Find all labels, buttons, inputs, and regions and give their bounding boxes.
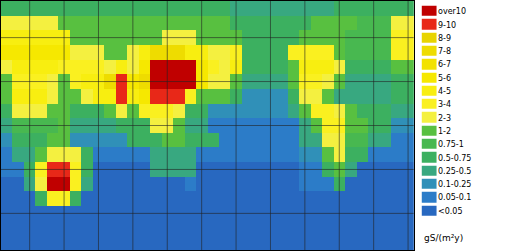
svg-text:0.1-0.25: 0.1-0.25 [438, 180, 471, 189]
svg-text:8-9: 8-9 [438, 34, 451, 43]
svg-text:1-2: 1-2 [438, 127, 451, 136]
svg-text:0.75-1: 0.75-1 [438, 140, 464, 149]
svg-text:3-4: 3-4 [438, 100, 451, 109]
svg-text:7-8: 7-8 [438, 47, 451, 56]
svg-text:over10: over10 [438, 7, 466, 16]
svg-text:0.5-0.75: 0.5-0.75 [438, 154, 471, 163]
svg-text:5-6: 5-6 [438, 74, 451, 83]
svg-text:9-10: 9-10 [438, 20, 456, 29]
svg-text:2-3: 2-3 [438, 114, 451, 123]
svg-text:0.05-0.1: 0.05-0.1 [438, 193, 471, 202]
svg-text:4-5: 4-5 [438, 87, 451, 96]
svg-text:<0.05: <0.05 [438, 207, 463, 216]
svg-text:gS/(m²y): gS/(m²y) [424, 233, 463, 243]
svg-text:6-7: 6-7 [438, 60, 451, 69]
svg-text:0.25-0.5: 0.25-0.5 [438, 167, 471, 176]
